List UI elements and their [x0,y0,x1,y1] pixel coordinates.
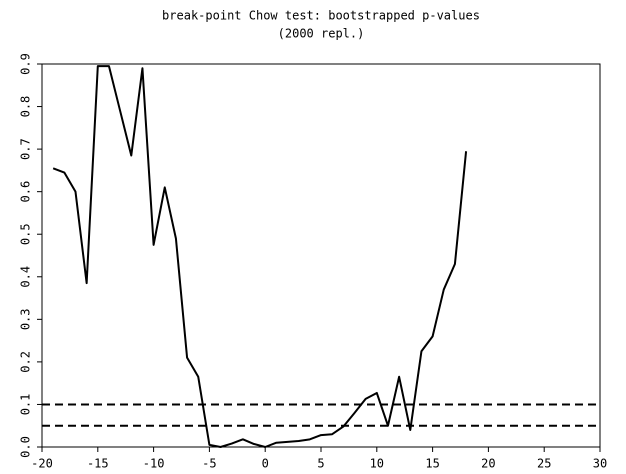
y-tick-label: 0.7 [19,138,33,160]
x-tick-label: -5 [202,457,216,471]
y-tick-label: 0.4 [19,266,33,288]
y-tick-label: 0.0 [19,436,33,458]
y-tick-label: 0.3 [19,308,33,330]
y-tick-label: 0.9 [19,53,33,75]
y-tick-label: 0.1 [19,394,33,416]
chart-title: break-point Chow test: bootstrapped p-va… [162,9,480,23]
x-tick-label: 30 [593,457,607,471]
y-tick-label: 0.2 [19,351,33,373]
data-line [52,65,468,448]
y-tick-label: 0.6 [19,181,33,203]
x-tick-label: 0 [262,457,269,471]
y-tick-label: 0.8 [19,96,33,118]
chart-subtitle: (2000 repl.) [278,27,365,41]
x-tick-label: -10 [143,457,165,471]
x-tick-label: 15 [425,457,439,471]
plot-frame [41,63,601,448]
x-tick-label: -20 [31,457,53,471]
x-tick-label: -15 [87,457,109,471]
x-tick-label: 5 [317,457,324,471]
x-tick-label: 20 [481,457,495,471]
x-tick-label: 25 [537,457,551,471]
y-tick-label: 0.5 [19,223,33,245]
x-tick-label: 10 [370,457,384,471]
